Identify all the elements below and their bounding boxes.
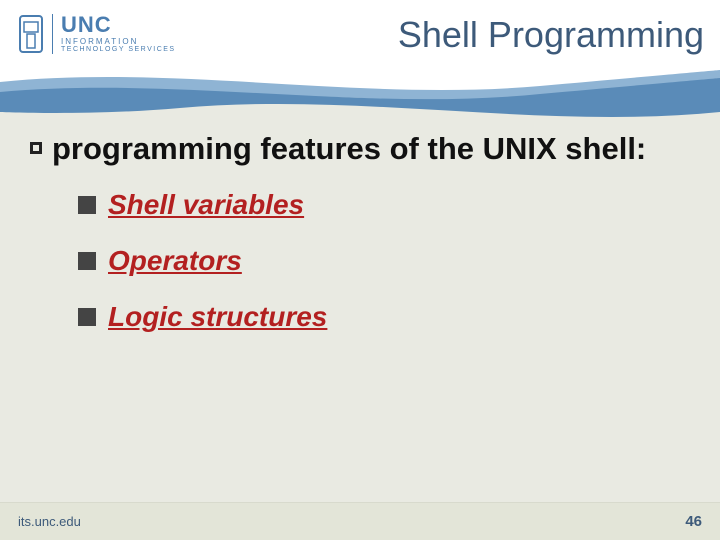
bullet2-marker [78, 196, 96, 214]
slide-title: Shell Programming [398, 14, 704, 56]
bullet2-text: Operators [108, 245, 242, 277]
slide-header: UNC INFORMATION TECHNOLOGY SERVICES Shel… [0, 0, 720, 95]
logo-text-block: UNC INFORMATION TECHNOLOGY SERVICES [61, 14, 176, 53]
logo-text-main: UNC [61, 14, 176, 36]
unc-logo-icon [18, 14, 44, 54]
bullet-level-2: Operators [78, 245, 690, 277]
bullet-level-2: Logic structures [78, 301, 690, 333]
bullet2-text: Shell variables [108, 189, 304, 221]
logo-block: UNC INFORMATION TECHNOLOGY SERVICES [18, 14, 176, 54]
logo-text-sub2: TECHNOLOGY SERVICES [61, 46, 176, 53]
bullet-level-2: Shell variables [78, 189, 690, 221]
logo-text-sub1: INFORMATION [61, 37, 176, 46]
slide-footer: its.unc.edu 46 [0, 502, 720, 540]
bullet2-text: Logic structures [108, 301, 327, 333]
bullet-level-1: programming features of the UNIX shell: [30, 130, 690, 169]
header-wave [0, 64, 720, 124]
footer-url: its.unc.edu [18, 514, 81, 529]
slide-number: 46 [685, 513, 702, 530]
bullet2-marker [78, 308, 96, 326]
bullet1-text: programming features of the UNIX shell: [52, 130, 646, 169]
bullet2-marker [78, 252, 96, 270]
slide-content: programming features of the UNIX shell: … [30, 130, 690, 357]
bullet1-marker [30, 142, 42, 154]
logo-divider [52, 14, 53, 54]
